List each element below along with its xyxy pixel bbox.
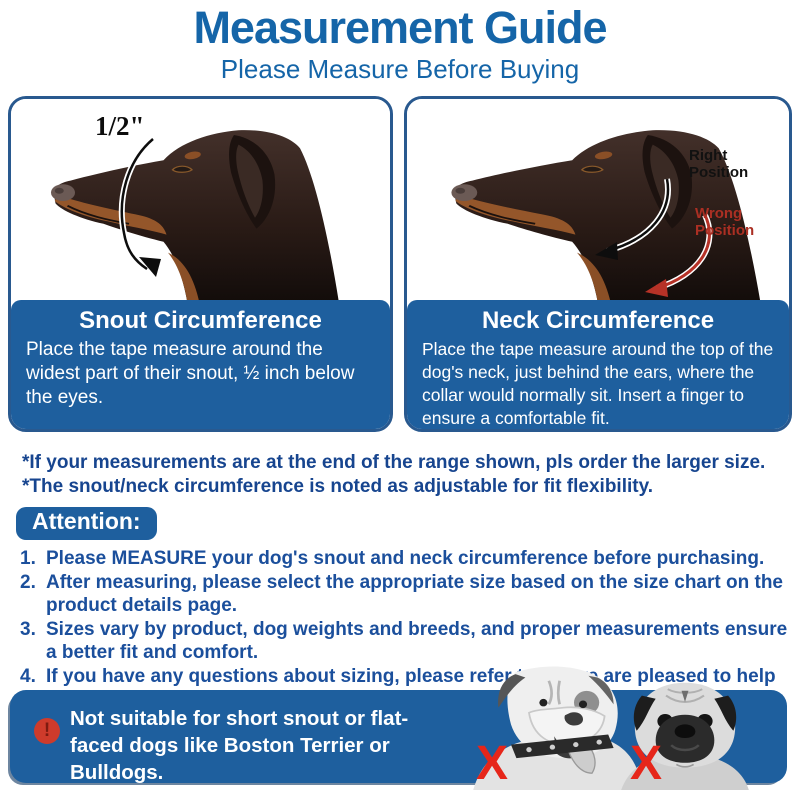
snout-panel: 1/2" Snout Circumference Place the tape … [8,96,393,432]
list-item: 2. After measuring, please select the ap… [20,571,788,618]
sizing-notes: *If your measurements are at the end of … [22,451,788,499]
exclamation-icon: ! [34,718,60,744]
list-item-number: 2. [20,571,36,593]
list-item-number: 1. [20,548,36,569]
list-item-text: Sizes vary by product, dog weights and b… [46,618,788,664]
list-item-number: 3. [20,618,36,640]
list-item-text: Please MEASURE your dog's snout and neck… [46,548,765,569]
half-inch-annotation: 1/2" [95,111,145,141]
page-title: Measurement Guide [193,2,607,53]
right-position-label: Right Position [689,147,749,181]
wrong-position-label: Wrong Position [695,205,755,239]
list-item-text: After measuring, please select the appro… [46,571,783,617]
neck-info-box: Neck Circumference Place the tape measur… [407,300,789,429]
snout-heading: Snout Circumference [79,307,322,334]
red-x-mark-bulldog: X [476,737,509,790]
attention-badge: Attention: [16,507,157,540]
neck-panel: Right Position Wrong Position Neck Circu… [404,96,792,432]
neck-position-arrows [595,178,713,297]
snout-instructions: Place the tape measure around the widest… [26,339,355,408]
neck-instructions: Place the tape measure around the top of… [422,339,774,428]
red-x-mark-pug: X [630,737,663,790]
list-item: 3. Sizes vary by product, dog weights an… [20,618,788,665]
page-subtitle: Please Measure Before Buying [220,54,580,84]
list-item-number: 4. [20,665,36,687]
note-line: *If your measurements are at the end of … [22,452,766,473]
neck-photo: Right Position Wrong Position [407,99,789,300]
note-line: *The snout/neck circumference is noted a… [22,476,654,497]
list-item: 1. Please MEASURE your dog's snout and n… [20,547,788,571]
warning-text: Not suitable for short snout or flat-fac… [70,707,409,784]
snout-photo: 1/2" [11,99,390,300]
snout-info-box: Snout Circumference Place the tape measu… [11,300,390,429]
neck-heading: Neck Circumference [481,307,715,334]
snout-measure-arrow [118,136,161,277]
